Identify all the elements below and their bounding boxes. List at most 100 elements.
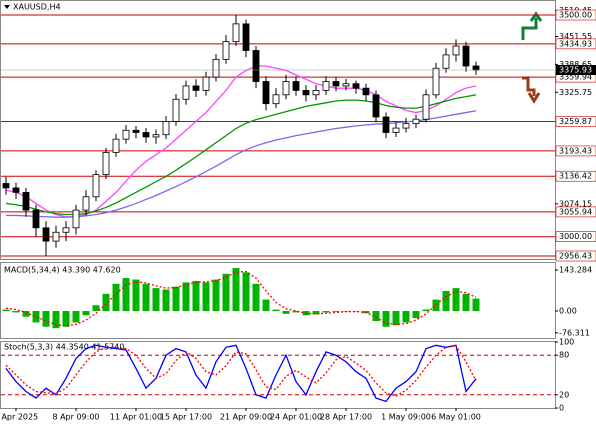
candle-body [102, 152, 110, 176]
y-tick-label: -76.311 [559, 328, 590, 337]
price-panel [0, 0, 556, 260]
candle-body [302, 89, 310, 96]
y-tick-label: 3325.75 [559, 88, 592, 97]
level-label-box [555, 145, 596, 157]
candle-body [392, 127, 400, 133]
macd-bar [12, 310, 20, 313]
stoch-panel [0, 341, 556, 409]
level-label-box [555, 206, 596, 218]
macd-bar [392, 310, 400, 326]
macd-bar [442, 290, 450, 311]
macd-bar [132, 279, 140, 311]
candle-body [252, 50, 260, 82]
candle-body [312, 89, 320, 96]
chart-title: XAUUSD,H4 [13, 3, 61, 12]
up-arrow-icon [521, 11, 543, 40]
stoch-main-line [5, 344, 477, 403]
macd-bar [22, 310, 30, 317]
candle-body [462, 45, 470, 67]
macd-bar [312, 310, 320, 315]
candle-body [322, 81, 330, 91]
level-label-box [555, 170, 596, 182]
level-label-box [555, 9, 596, 21]
macd-bar [2, 309, 10, 311]
y-tick-label: 3074.15 [559, 199, 592, 208]
moving-average [5, 94, 477, 216]
macd-bar [352, 310, 360, 312]
candle-body [192, 85, 200, 91]
x-tick-label: 28 Apr 17:00 [320, 413, 372, 422]
candle-body [352, 83, 360, 89]
macd-bar [382, 310, 390, 327]
macd-bar [122, 278, 130, 311]
macd-bar [322, 310, 330, 313]
candle-body [222, 41, 230, 60]
candle-body [142, 132, 150, 138]
candle-body [332, 81, 340, 87]
moving-average [6, 110, 477, 218]
candle-body [382, 116, 390, 133]
x-tick-label: 21 Apr 09:00 [220, 413, 272, 422]
x-tick-label: 3 Apr 2025 [0, 413, 38, 422]
y-tick-label: 0 [559, 404, 564, 413]
candle-body [262, 81, 270, 105]
macd-bar [212, 279, 220, 311]
candle-body [162, 121, 170, 136]
macd-bar [262, 299, 270, 311]
x-tick-label: 24 Apr 01:00 [270, 413, 322, 422]
candle-body [152, 134, 160, 138]
level-label-box [555, 250, 596, 262]
candle-body [42, 227, 50, 242]
candle-body [452, 45, 460, 56]
macd-bar [72, 310, 80, 323]
macd-bar [162, 289, 170, 311]
candle-body [422, 94, 430, 120]
candle-body [82, 196, 90, 211]
y-tick-label: 143.284 [559, 266, 592, 275]
candle-body [412, 118, 420, 125]
candle-body [402, 123, 410, 129]
y-tick-label: 80 [559, 351, 569, 360]
candle-body [122, 129, 130, 140]
candle-body [372, 94, 380, 118]
macd-bar [472, 298, 480, 311]
macd-bar [412, 310, 420, 319]
macd-bar [32, 310, 40, 323]
candle-body [172, 98, 180, 122]
macd-bar [222, 273, 230, 311]
macd-bar [462, 293, 470, 311]
candle-body [52, 231, 60, 242]
macd-bar [432, 299, 440, 311]
macd-bar [82, 310, 90, 316]
candle-body [442, 54, 450, 69]
candle-body [272, 94, 280, 105]
y-tick-label: 3451.55 [559, 32, 592, 41]
candle-body [92, 174, 100, 198]
level-label: 3055.94 [559, 207, 592, 216]
macd-bar [42, 310, 50, 327]
macd-bar [52, 310, 60, 329]
macd-bar [142, 283, 150, 311]
x-tick-label: 8 Apr 09:00 [52, 413, 99, 422]
macd-bar [272, 309, 280, 311]
macd-bar [172, 286, 180, 311]
symbol-marker [4, 5, 10, 9]
macd-panel [0, 262, 556, 339]
candle-body [202, 76, 210, 91]
signal-line [5, 270, 477, 327]
x-tick-label: 15 Apr 17:00 [160, 413, 212, 422]
level-label-box [555, 116, 596, 127]
candle-body [72, 209, 80, 229]
macd-bar [202, 282, 210, 311]
candle-body [112, 138, 120, 153]
macd-bar [282, 310, 290, 314]
candle-body [132, 129, 140, 133]
down-arrow-icon [522, 76, 541, 104]
macd-bar [192, 280, 200, 311]
x-tick-label: 6 May 01:00 [431, 413, 481, 422]
x-tick-label: 11 Apr 01:00 [110, 413, 162, 422]
level-label-box [555, 38, 596, 50]
macd-bar [292, 310, 300, 313]
